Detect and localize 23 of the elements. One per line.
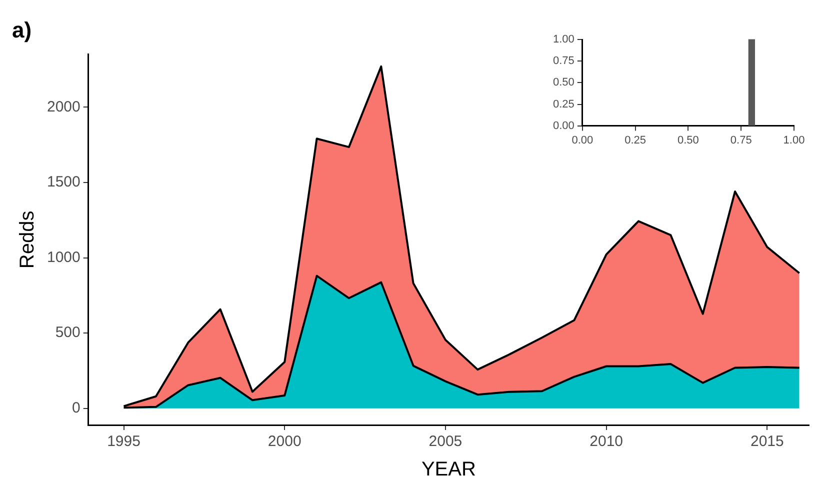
x-tick-label: 2005 xyxy=(428,433,462,450)
y-tick-label: 0 xyxy=(72,400,80,417)
y-tick-label: 1.00 xyxy=(552,34,574,46)
x-tick-label: 1.00 xyxy=(783,134,805,146)
y-axis-title: Redds xyxy=(16,210,39,269)
y-tick-label: 1000 xyxy=(46,248,80,266)
x-tick-label: 0.25 xyxy=(624,134,646,146)
y-tick-label: 0.75 xyxy=(552,55,574,68)
x-axis-title: YEAR xyxy=(421,458,476,481)
x-tick-label: 0.50 xyxy=(677,134,699,146)
y-tick-label: 1500 xyxy=(46,174,80,191)
x-tick-label: 0.75 xyxy=(730,134,752,146)
x-tick-label: 0.00 xyxy=(572,134,594,146)
y-tick-label: 500 xyxy=(55,324,80,342)
y-tick-label: 2000 xyxy=(46,98,80,116)
chart-title: a) xyxy=(12,17,32,42)
x-tick-label: 2000 xyxy=(268,433,302,450)
x-tick-label: 2015 xyxy=(750,433,784,450)
x-tick-label: 1995 xyxy=(107,433,140,450)
y-tick-label: 0.50 xyxy=(552,76,574,89)
y-tick-label: 0.25 xyxy=(552,98,574,110)
y-tick-label: 0.00 xyxy=(552,120,574,132)
x-tick-label: 2010 xyxy=(590,433,624,450)
